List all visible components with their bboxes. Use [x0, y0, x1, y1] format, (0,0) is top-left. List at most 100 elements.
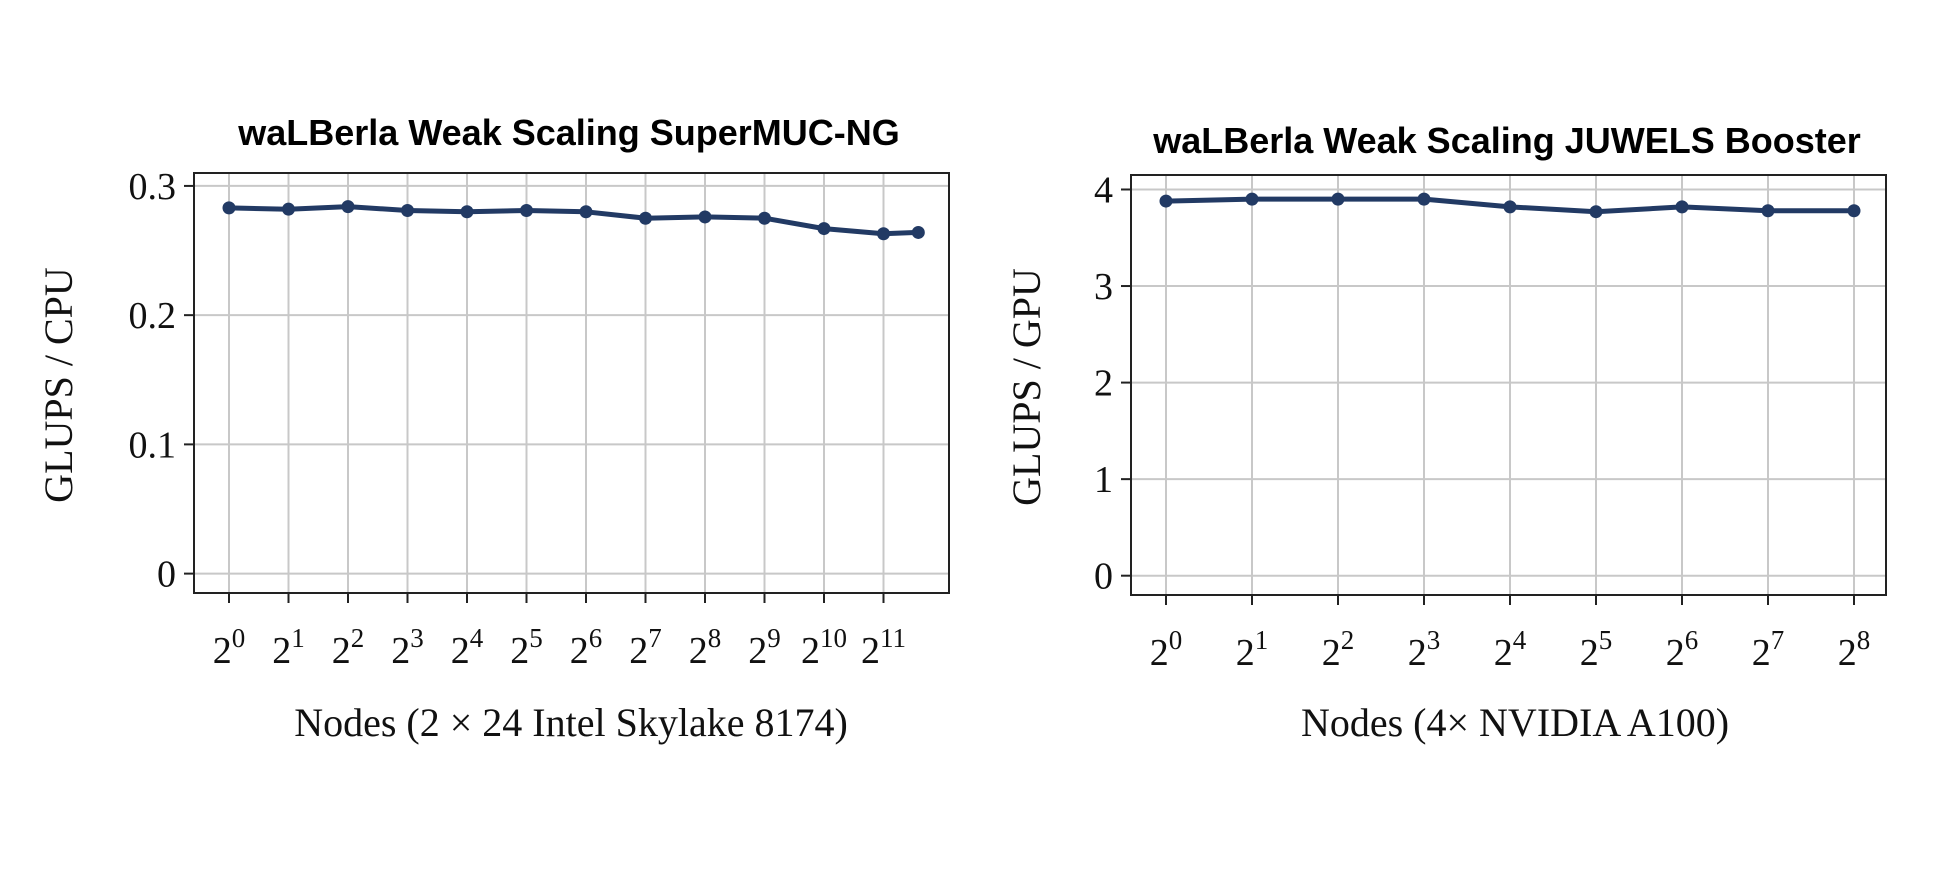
x-tick-exponent: 8 — [1857, 625, 1871, 655]
y-axis-label: GLUPS / GPU — [1004, 268, 1049, 506]
chart-title: waLBerla Weak Scaling SuperMUC-NG — [237, 112, 900, 153]
x-tick-base: 2 — [1580, 632, 1599, 674]
x-tick-label: 29 — [748, 623, 781, 672]
x-tick-label: 24 — [1494, 625, 1527, 674]
chart-title: waLBerla Weak Scaling JUWELS Booster — [1152, 120, 1861, 161]
y-axis-label: GLUPS / CPU — [36, 267, 81, 503]
data-point — [520, 203, 533, 217]
x-tick-base: 2 — [1752, 632, 1771, 674]
data-point — [877, 227, 890, 241]
data-point — [341, 200, 355, 214]
x-axis-label: Nodes (4× NVIDIA A100) — [1301, 700, 1729, 745]
plot-frame — [1130, 174, 1887, 596]
x-tick-base: 2 — [1494, 632, 1513, 674]
data-point — [1761, 204, 1775, 218]
x-tick-exponent: 2 — [1341, 625, 1355, 655]
y-tick-label: 0.2 — [129, 295, 177, 337]
x-tick-exponent: 11 — [880, 623, 906, 653]
chart-juwels: waLBerla Weak Scaling JUWELS Booster GLU… — [1004, 120, 1887, 745]
data-point — [758, 211, 771, 225]
data-point — [1847, 204, 1861, 218]
plot-frame — [193, 172, 950, 594]
x-tick-exponent: 8 — [708, 623, 722, 653]
x-tick-base: 2 — [801, 630, 820, 672]
chart-supermuc: waLBerla Weak Scaling SuperMUC-NG GLUPS … — [36, 112, 950, 745]
x-tick-base: 2 — [332, 630, 351, 672]
y-tick-label: 2 — [1094, 363, 1113, 405]
data-point — [460, 205, 474, 219]
y-tick-label: 0 — [157, 554, 176, 596]
data-point — [911, 225, 925, 239]
x-tick-base: 2 — [213, 630, 232, 672]
x-tick-label: 28 — [1838, 625, 1871, 674]
data-point — [1589, 205, 1603, 219]
x-tick-label: 23 — [391, 623, 424, 672]
x-tick-label: 28 — [689, 623, 722, 672]
x-tick-label: 25 — [510, 623, 543, 672]
x-tick-exponent: 3 — [410, 623, 424, 653]
series — [222, 200, 925, 241]
data-point — [639, 211, 652, 225]
x-tick-base: 2 — [689, 630, 708, 672]
x-tick-label: 27 — [1752, 625, 1785, 674]
data-point — [401, 203, 414, 217]
x-tick-base: 2 — [1666, 632, 1685, 674]
x-tick-exponent: 6 — [1685, 625, 1699, 655]
data-point — [1245, 192, 1259, 206]
x-tick-base: 2 — [391, 630, 410, 672]
data-point — [1675, 200, 1689, 214]
x-tick-base: 2 — [510, 630, 529, 672]
x-tick-label: 24 — [451, 623, 484, 672]
series — [1159, 192, 1861, 219]
x-tick-label: 27 — [629, 623, 662, 672]
x-tick-base: 2 — [1838, 632, 1857, 674]
x-tick-base: 2 — [272, 630, 291, 672]
x-tick-label: 20 — [213, 623, 246, 672]
x-tick-exponent: 3 — [1427, 625, 1441, 655]
x-tick-label: 21 — [1236, 625, 1269, 674]
x-tick-label: 26 — [1666, 625, 1699, 674]
x-tick-exponent: 7 — [648, 623, 662, 653]
x-tick-base: 2 — [629, 630, 648, 672]
y-tick-label: 3 — [1094, 266, 1113, 308]
x-tick-label: 26 — [570, 623, 603, 672]
x-tick-exponent: 0 — [1169, 625, 1183, 655]
data-point — [1159, 194, 1173, 208]
x-tick-label: 22 — [1322, 625, 1355, 674]
x-tick-exponent: 4 — [1513, 625, 1527, 655]
x-tick-base: 2 — [570, 630, 589, 672]
x-tick-exponent: 2 — [351, 623, 365, 653]
x-axis-label: Nodes (2 × 24 Intel Skylake 8174) — [294, 700, 848, 745]
data-point — [222, 201, 236, 215]
x-tick-label: 211 — [861, 623, 906, 672]
x-tick-base: 2 — [748, 630, 767, 672]
x-tick-exponent: 5 — [529, 623, 543, 653]
x-tick-base: 2 — [1322, 632, 1341, 674]
x-tick-base: 2 — [451, 630, 470, 672]
data-point — [579, 205, 593, 219]
y-tick-label: 4 — [1094, 169, 1113, 211]
y-tick-label: 0 — [1094, 556, 1113, 598]
x-tick-exponent: 10 — [820, 623, 847, 653]
x-tick-label: 21 — [272, 623, 305, 672]
grid — [194, 173, 949, 593]
grid — [1131, 175, 1886, 595]
x-tick-exponent: 0 — [232, 623, 246, 653]
data-point — [1331, 192, 1345, 206]
x-tick-exponent: 1 — [1255, 625, 1269, 655]
data-point — [698, 210, 712, 224]
series-line — [226, 204, 921, 237]
data-point — [817, 222, 831, 236]
x-tick-exponent: 1 — [291, 623, 305, 653]
data-point — [1503, 200, 1517, 214]
x-tick-label: 210 — [801, 623, 847, 672]
x-tick-base: 2 — [1150, 632, 1169, 674]
x-tick-exponent: 9 — [767, 623, 781, 653]
x-tick-base: 2 — [1408, 632, 1427, 674]
y-tick-label: 1 — [1094, 459, 1113, 501]
y-tick-label: 0.1 — [129, 424, 177, 466]
x-tick-label: 23 — [1408, 625, 1441, 674]
x-tick-exponent: 4 — [470, 623, 484, 653]
